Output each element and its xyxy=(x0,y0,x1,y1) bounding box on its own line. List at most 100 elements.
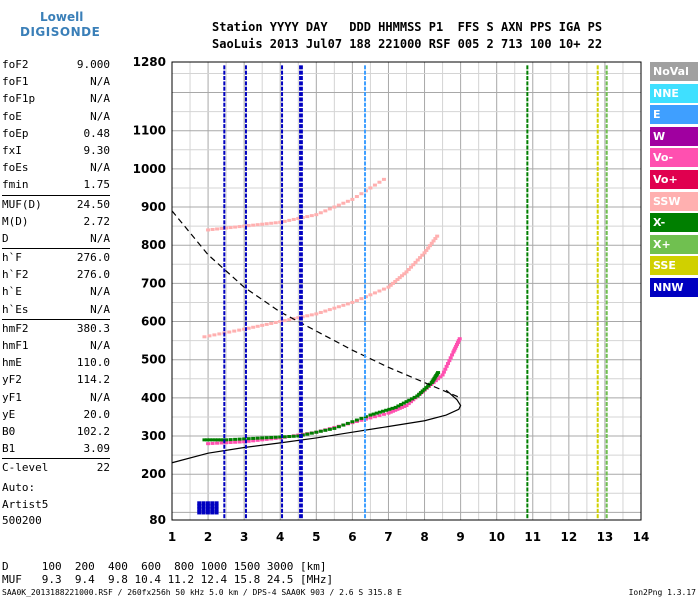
noise-blob xyxy=(197,501,202,506)
interference-mark xyxy=(223,321,226,326)
interference-mark xyxy=(299,343,302,348)
trace-point xyxy=(390,406,395,410)
noise-blob xyxy=(214,507,219,512)
interference-mark xyxy=(300,193,303,198)
interference-mark xyxy=(223,188,226,193)
interference-mark xyxy=(281,401,284,406)
param-label: h`Es xyxy=(2,302,29,316)
trace-point xyxy=(386,411,391,415)
trace-point xyxy=(213,438,218,442)
interference-mark xyxy=(364,455,367,460)
interference-mark xyxy=(223,311,226,316)
interference-mark xyxy=(526,97,529,102)
trace-point xyxy=(202,335,207,339)
interference-mark xyxy=(244,177,247,182)
trace-point xyxy=(371,412,376,416)
interference-mark xyxy=(364,108,367,113)
interference-mark xyxy=(223,177,226,182)
interference-mark xyxy=(300,140,303,145)
interference-mark xyxy=(596,70,599,75)
interference-mark xyxy=(299,476,302,481)
interference-mark xyxy=(364,156,367,161)
param-label: yF2 xyxy=(2,373,22,387)
trace-point xyxy=(393,405,398,409)
interference-mark xyxy=(223,76,226,81)
interference-mark xyxy=(526,252,529,257)
interference-mark xyxy=(244,343,247,348)
interference-mark xyxy=(299,70,302,75)
trace-point xyxy=(336,425,341,429)
trace-point xyxy=(397,406,402,410)
interference-mark xyxy=(244,444,247,449)
trace-point xyxy=(451,350,456,354)
trace-point xyxy=(255,223,260,227)
interference-mark xyxy=(300,316,303,321)
param-value: 22 xyxy=(96,461,110,475)
interference-mark xyxy=(605,348,608,353)
interference-mark xyxy=(364,257,367,262)
interference-mark xyxy=(281,380,284,385)
interference-mark xyxy=(244,70,247,75)
trace-point xyxy=(232,329,237,333)
interference-mark xyxy=(364,225,367,230)
trace-point xyxy=(436,377,441,381)
trace-point xyxy=(350,420,355,424)
param-value: N/A xyxy=(90,285,110,299)
interference-mark xyxy=(300,273,303,278)
x-tick-label: 10 xyxy=(488,530,505,544)
trace-point xyxy=(228,438,233,442)
interference-mark xyxy=(244,113,247,118)
digisonde-logo: Lowell DIGISONDE xyxy=(6,8,106,48)
interference-mark xyxy=(244,220,247,225)
interference-mark xyxy=(299,214,302,219)
interference-mark xyxy=(596,492,599,497)
param-label: foE xyxy=(2,109,22,123)
interference-mark xyxy=(300,375,303,380)
interference-mark xyxy=(300,161,303,166)
interference-mark xyxy=(300,81,303,86)
interference-mark xyxy=(526,257,529,262)
interference-mark xyxy=(299,124,302,129)
interference-mark xyxy=(223,316,226,321)
interference-mark xyxy=(281,423,284,428)
interference-mark xyxy=(223,145,226,150)
interference-mark xyxy=(526,295,529,300)
trace-point xyxy=(418,256,423,260)
trace-point xyxy=(363,415,368,419)
interference-mark xyxy=(244,92,247,97)
interference-mark xyxy=(596,396,599,401)
interference-mark xyxy=(605,487,608,492)
y-tick-label: 700 xyxy=(141,276,166,290)
interference-mark xyxy=(596,407,599,412)
interference-mark xyxy=(300,503,303,508)
trace-point xyxy=(246,326,251,330)
trace-point xyxy=(237,225,242,229)
trace-point xyxy=(246,437,251,441)
interference-mark xyxy=(244,279,247,284)
trace-point xyxy=(215,441,220,445)
interference-mark xyxy=(281,327,284,332)
interference-mark xyxy=(299,257,302,262)
trace-point xyxy=(359,418,364,422)
trace-point xyxy=(282,435,287,439)
y-tick-label: 300 xyxy=(141,429,166,443)
interference-mark xyxy=(300,76,303,81)
interference-mark xyxy=(300,124,303,129)
interference-mark xyxy=(364,129,367,134)
interference-mark xyxy=(281,140,284,145)
version-label: Ion2Png 1.3.17 xyxy=(628,588,696,597)
interference-mark xyxy=(223,375,226,380)
param-label: hmF1 xyxy=(2,339,29,352)
interference-mark xyxy=(596,412,599,417)
interference-mark xyxy=(596,220,599,225)
interference-mark xyxy=(526,305,529,310)
trace-point xyxy=(359,192,364,196)
interference-mark xyxy=(281,418,284,423)
interference-mark xyxy=(364,321,367,326)
interference-mark xyxy=(605,97,608,102)
interference-mark xyxy=(281,471,284,476)
trace-point xyxy=(404,404,409,407)
interference-mark xyxy=(605,337,608,342)
interference-mark xyxy=(526,375,529,380)
interference-mark xyxy=(364,332,367,337)
